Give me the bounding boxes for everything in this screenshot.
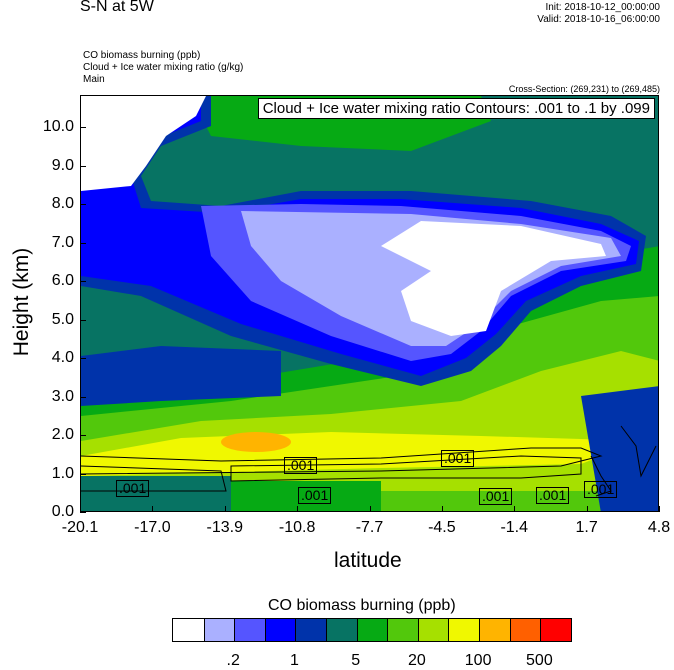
- field-3: Main: [83, 74, 105, 85]
- colorbar-swatch: [509, 619, 541, 641]
- plot-area: Cloud + Ice water mixing ratio Contours:…: [80, 95, 659, 512]
- x-tick-mark: [369, 506, 371, 512]
- plot-title: S-N at 5W: [80, 0, 154, 15]
- y-tick-label: 2.0: [51, 426, 74, 443]
- y-tick-mark: [80, 512, 86, 513]
- x-tick-mark: [80, 506, 81, 512]
- y-tick-mark: [80, 319, 86, 321]
- contour-title: Cloud + Ice water mixing ratio Contours:…: [257, 98, 655, 119]
- contour-label: .001: [298, 487, 332, 504]
- colorbar-swatch: [417, 619, 449, 641]
- colorbar-swatch: [540, 619, 571, 641]
- y-tick-label: 4.0: [51, 349, 74, 366]
- valid-time: Valid: 2018-10-16_06:00:00: [537, 14, 660, 25]
- colorbar-swatch: [479, 619, 510, 641]
- y-tick-mark: [80, 281, 86, 282]
- y-tick-mark: [80, 165, 86, 167]
- y-tick-label: 9.0: [51, 156, 74, 174]
- x-tick-label: -7.7: [355, 519, 384, 536]
- x-tick-label: -17.0: [134, 519, 171, 536]
- y-tick-label: 0.0: [51, 503, 74, 520]
- x-tick-label: 1.7: [575, 519, 598, 536]
- y-tick-mark: [80, 127, 86, 128]
- white-topleft: [81, 96, 206, 191]
- x-tick-mark: [224, 506, 226, 512]
- x-tick-label: -4.5: [428, 519, 456, 536]
- blue-right: [581, 386, 658, 511]
- y-tick-label: 10.0: [42, 118, 74, 135]
- y-tick-label: 3.0: [51, 387, 74, 405]
- colorbar-swatch: [448, 619, 480, 641]
- colorbar-swatch: [356, 619, 388, 641]
- y-tick-mark: [80, 473, 86, 475]
- y-tick-label: 7.0: [51, 233, 74, 251]
- white-region: [381, 221, 606, 336]
- colorbar-swatch: [326, 619, 357, 641]
- left-blue-band: [81, 346, 281, 406]
- contour-label: .001: [479, 488, 513, 505]
- x-tick-label: 4.8: [647, 519, 671, 536]
- x-tick-mark: [659, 506, 660, 512]
- y-tick-label: 1.0: [51, 464, 74, 482]
- y-tick-mark: [80, 358, 86, 359]
- x-axis-label: latitude: [334, 549, 402, 572]
- colorbar-swatch: [234, 619, 265, 641]
- colorbar-swatch: [173, 619, 204, 641]
- field-shading: [81, 96, 658, 511]
- x-tick-mark: [297, 506, 299, 512]
- contour-label: .001: [116, 480, 150, 497]
- x-tick-mark: [586, 506, 588, 512]
- y-tick-label: 6.0: [51, 272, 74, 289]
- colorbar-label: 20: [408, 652, 426, 669]
- colorbar-label: 1: [290, 652, 299, 669]
- y-axis-label: Height (km): [10, 247, 33, 357]
- field-1: CO biomass burning (ppb): [83, 50, 201, 61]
- x-tick-mark: [514, 506, 516, 512]
- x-tick-label: -1.4: [500, 519, 529, 536]
- init-time: Init: 2018-10-12_00:00:00: [545, 2, 660, 13]
- y-tick-mark: [80, 435, 86, 436]
- colorbar: [172, 618, 572, 642]
- contour-label: .001: [441, 450, 475, 467]
- y-tick-label: 5.0: [51, 310, 74, 328]
- contour-label: .001: [536, 487, 570, 504]
- x-tick-mark: [441, 506, 443, 512]
- yellow-band: [81, 432, 641, 476]
- teal-bottom: [81, 476, 231, 511]
- orange-blob: [221, 432, 291, 452]
- colorbar-swatch: [387, 619, 418, 641]
- y-tick-label: 8.0: [51, 195, 74, 212]
- contour-lines: [81, 425, 657, 497]
- colorbar-swatch: [264, 619, 296, 641]
- colorbar-title: CO biomass burning (ppb): [268, 597, 456, 614]
- x-tick-label: -13.9: [206, 519, 243, 536]
- y-tick-mark: [80, 396, 86, 398]
- cross-section: Cross-Section: (269,231) to (269,485): [508, 84, 660, 94]
- colorbar-label: 100: [464, 652, 492, 669]
- x-tick-label: -10.8: [278, 519, 316, 536]
- green-bottom: [231, 481, 381, 511]
- x-tick-mark: [152, 506, 154, 512]
- colorbar-label: 500: [526, 652, 553, 669]
- field-2: Cloud + Ice water mixing ratio (g/kg): [83, 62, 244, 73]
- contour-label: .001: [284, 457, 318, 474]
- colorbar-swatch: [203, 619, 235, 641]
- colorbar-label: .2: [226, 652, 240, 669]
- y-tick-mark: [80, 204, 86, 205]
- contour-label: .001: [584, 481, 618, 498]
- colorbar-swatch: [295, 619, 327, 641]
- colorbar-label: 5: [351, 652, 361, 669]
- x-tick-label: -20.1: [61, 519, 99, 536]
- y-tick-mark: [80, 242, 86, 244]
